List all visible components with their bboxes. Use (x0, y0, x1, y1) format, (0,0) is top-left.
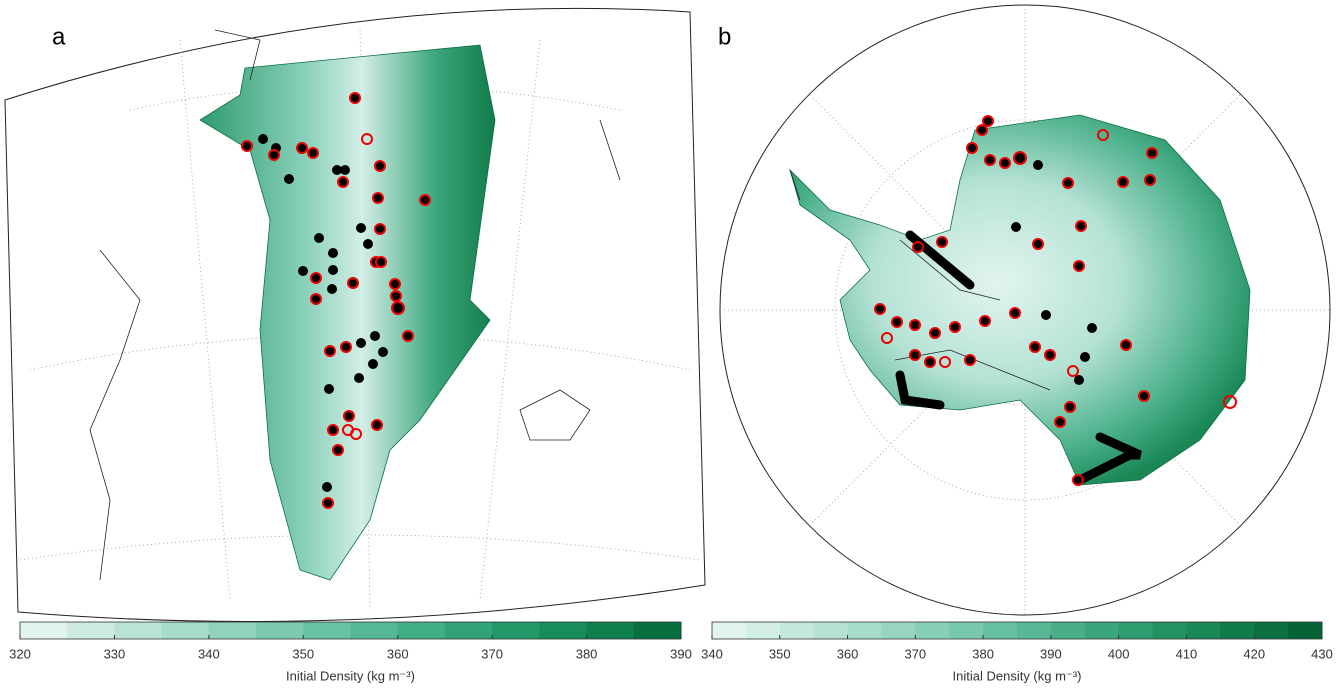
colorbar-tick-label: 330 (104, 646, 126, 661)
colorbar-segment (539, 622, 588, 639)
colorbar-tick-label: 340 (198, 646, 220, 661)
colorbar-segment (745, 622, 781, 639)
map-a (4, 7, 706, 622)
colorbar-segment (444, 622, 493, 639)
colorbar-segment (67, 622, 115, 639)
colorbar-tick-label: 360 (387, 646, 409, 661)
colorbar-segment (208, 622, 257, 639)
colorbar-tick-label: 390 (670, 646, 692, 661)
colorbar-tick-label: 380 (576, 646, 598, 661)
colorbar-segment (1084, 622, 1120, 639)
colorbar-segment (915, 622, 950, 639)
colorbar-segment (983, 622, 1018, 639)
colorbar-tick-label: 420 (1243, 646, 1265, 661)
colorbar-tick-label: 370 (481, 646, 503, 661)
colorbar-segment (1254, 622, 1289, 639)
colorbar-segment (813, 622, 849, 639)
colorbar-segment (492, 622, 540, 639)
colorbar-segment (397, 622, 446, 639)
colorbar-tick-label: 430 (1311, 646, 1333, 661)
colorbar-segment (949, 622, 984, 639)
colorbar-segment (350, 622, 399, 639)
colorbar-segment (881, 622, 916, 639)
colorbar-segment (256, 622, 304, 639)
colorbar-label: Initial Density (kg m⁻³) (953, 668, 1082, 683)
colorbar-segment (847, 622, 882, 639)
colorbar-tick-label: 350 (292, 646, 314, 661)
colorbar-tick-label: 340 (701, 646, 723, 661)
colorbar-segment (1050, 622, 1086, 639)
colorbar-tick-label: 410 (1176, 646, 1198, 661)
map-b (719, 4, 1331, 616)
colorbar-tick-label: 370 (904, 646, 926, 661)
colorbar-tick-label: 380 (972, 646, 994, 661)
colorbar-segment (114, 622, 163, 639)
panel-letter: b (718, 23, 731, 50)
colorbar-tick-label: 350 (769, 646, 791, 661)
colorbar-tick-label: 360 (837, 646, 859, 661)
colorbar-label: Initial Density (kg m⁻³) (286, 668, 415, 683)
colorbar-tick-label: 400 (1108, 646, 1130, 661)
colorbar-frame (711, 621, 1323, 640)
colorbar-segment (586, 622, 635, 639)
colorbar-segment (1220, 622, 1255, 639)
colorbar-segment (161, 622, 210, 639)
colorbar-segment (712, 622, 747, 639)
colorbar-segment (1152, 622, 1187, 639)
colorbar-segment (1186, 622, 1221, 639)
colorbar-segment (633, 622, 682, 639)
colorbar-frame (19, 621, 682, 640)
colorbar-segment (1118, 622, 1154, 639)
panel-letter: a (52, 23, 66, 50)
colorbar-segment (1288, 622, 1323, 639)
colorbar-segment (303, 622, 351, 639)
colorbar-tick-label: 320 (9, 646, 31, 661)
colorbar-segment (20, 622, 68, 639)
colorbar-segment (1017, 622, 1052, 639)
colorbar-segment (779, 622, 815, 639)
colorbar-tick-label: 390 (1040, 646, 1062, 661)
